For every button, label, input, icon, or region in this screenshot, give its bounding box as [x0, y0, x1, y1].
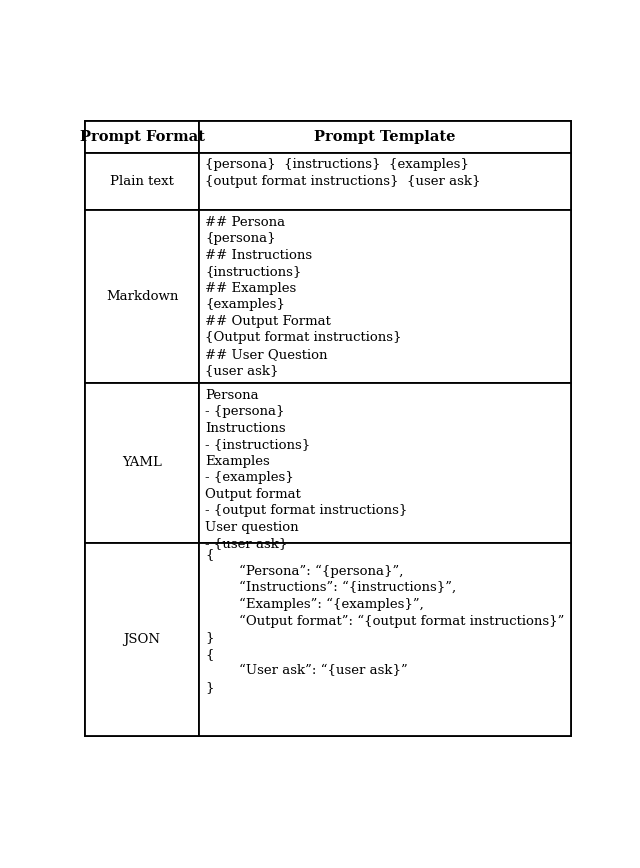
Text: Plain text: Plain text	[110, 175, 174, 188]
FancyBboxPatch shape	[85, 210, 199, 384]
Text: Prompt Template: Prompt Template	[314, 130, 456, 144]
FancyBboxPatch shape	[85, 121, 571, 736]
FancyBboxPatch shape	[85, 153, 199, 210]
FancyBboxPatch shape	[199, 542, 571, 736]
FancyBboxPatch shape	[199, 121, 571, 153]
FancyBboxPatch shape	[199, 210, 571, 384]
Text: JSON: JSON	[124, 633, 161, 646]
Text: {persona}  {instructions}  {examples}
{output format instructions}  {user ask}: {persona} {instructions} {examples} {out…	[205, 158, 481, 187]
FancyBboxPatch shape	[199, 153, 571, 210]
Text: Prompt Format: Prompt Format	[79, 130, 205, 144]
FancyBboxPatch shape	[199, 384, 571, 542]
Text: ## Persona
{persona}
## Instructions
{instructions}
## Examples
{examples}
## Ou: ## Persona {persona} ## Instructions {in…	[205, 216, 402, 378]
FancyBboxPatch shape	[85, 384, 199, 542]
Text: YAML: YAML	[122, 457, 162, 470]
Text: Markdown: Markdown	[106, 291, 179, 304]
FancyBboxPatch shape	[85, 542, 199, 736]
Text: {
        “Persona”: “{persona}”,
        “Instructions”: “{instructions}”,
    : { “Persona”: “{persona}”, “Instructions”…	[205, 548, 564, 694]
FancyBboxPatch shape	[85, 121, 199, 153]
Text: Persona
- {persona}
Instructions
- {instructions}
Examples
- {examples}
Output f: Persona - {persona} Instructions - {inst…	[205, 389, 408, 550]
